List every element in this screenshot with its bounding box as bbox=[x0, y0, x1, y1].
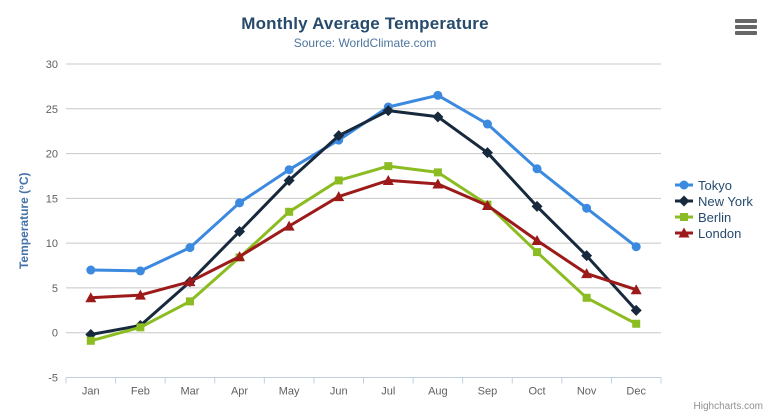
series-marker bbox=[432, 178, 444, 189]
series-marker bbox=[533, 248, 542, 257]
y-tick-label: 15 bbox=[46, 193, 58, 205]
credits-link[interactable]: Highcharts.com bbox=[693, 401, 763, 412]
y-axis-title: Temperature (°C) bbox=[17, 172, 31, 269]
series-marker bbox=[185, 297, 194, 306]
series-marker bbox=[235, 198, 245, 208]
series-marker bbox=[234, 225, 246, 237]
series-marker bbox=[283, 220, 295, 231]
series-marker bbox=[532, 164, 542, 174]
legend-label-london: London bbox=[698, 225, 742, 241]
series-marker bbox=[86, 265, 96, 275]
x-tick-label: Mar bbox=[180, 386, 199, 398]
legend-item-new-york[interactable]: New York bbox=[674, 193, 753, 209]
series-marker bbox=[185, 243, 195, 253]
series-marker bbox=[384, 162, 393, 171]
y-tick-label: 5 bbox=[52, 283, 58, 295]
square-marker-icon bbox=[675, 213, 693, 221]
triangle-marker-icon bbox=[675, 227, 693, 238]
series-marker bbox=[432, 111, 444, 123]
series-marker bbox=[582, 203, 592, 213]
x-tick-label: Nov bbox=[577, 386, 597, 398]
legend-label-berlin: Berlin bbox=[698, 209, 732, 225]
series-marker bbox=[136, 323, 145, 332]
legend: Tokyo New York Berlin London bbox=[674, 177, 753, 241]
series-marker bbox=[382, 174, 394, 185]
hamburger-bar bbox=[735, 25, 757, 29]
series-line-london bbox=[89, 178, 638, 300]
hamburger-bar bbox=[735, 31, 757, 35]
x-tick-label: Dec bbox=[626, 386, 646, 398]
hamburger-icon[interactable] bbox=[735, 19, 757, 35]
series-marker bbox=[630, 284, 642, 295]
x-tick-label: Jul bbox=[381, 386, 395, 398]
series-marker bbox=[135, 266, 145, 276]
y-tick-label: 20 bbox=[46, 149, 58, 161]
series-marker bbox=[134, 289, 146, 300]
chart-subtitle: Source: WorldClimate.com bbox=[293, 36, 437, 50]
series-line-new-york bbox=[89, 109, 638, 336]
chart-title: Monthly Average Temperature bbox=[241, 14, 489, 33]
series-marker bbox=[382, 105, 394, 117]
series-marker bbox=[333, 130, 345, 142]
x-tick-label: Oct bbox=[528, 386, 545, 398]
y-tick-label: 30 bbox=[46, 59, 58, 71]
series-marker bbox=[581, 250, 593, 262]
y-tick-label: 0 bbox=[52, 328, 58, 340]
series-marker bbox=[85, 292, 97, 303]
x-tick-label: Jan bbox=[82, 386, 100, 398]
series-line-berlin bbox=[89, 164, 638, 343]
series-marker bbox=[481, 200, 493, 211]
x-tick-label: Sep bbox=[478, 386, 498, 398]
y-tick-label: -5 bbox=[48, 373, 58, 385]
legend-item-london[interactable]: London bbox=[674, 225, 753, 241]
hamburger-bar bbox=[735, 19, 757, 23]
diamond-marker-icon bbox=[675, 195, 693, 207]
x-tick-label: Feb bbox=[131, 386, 150, 398]
x-tick-label: May bbox=[279, 386, 300, 398]
series-marker bbox=[481, 147, 493, 159]
series-marker bbox=[531, 234, 543, 245]
series-marker bbox=[581, 268, 593, 279]
series-marker bbox=[433, 90, 443, 100]
series-marker bbox=[334, 176, 343, 185]
series-marker bbox=[86, 336, 95, 345]
legend-label-tokyo: Tokyo bbox=[698, 177, 732, 193]
y-tick-label: 25 bbox=[46, 104, 58, 116]
series-marker bbox=[284, 165, 294, 175]
series-marker bbox=[482, 119, 492, 129]
series-marker bbox=[631, 242, 641, 252]
series-marker bbox=[433, 168, 442, 177]
x-tick-label: Apr bbox=[231, 386, 248, 398]
series-marker bbox=[632, 319, 641, 328]
series-marker bbox=[333, 191, 345, 202]
series-marker bbox=[582, 293, 591, 302]
series-marker bbox=[630, 304, 642, 316]
y-tick-label: 10 bbox=[46, 238, 58, 250]
series-marker bbox=[531, 200, 543, 212]
series-marker bbox=[283, 174, 295, 186]
legend-item-tokyo[interactable]: Tokyo bbox=[674, 177, 753, 193]
circle-marker-icon bbox=[675, 180, 693, 190]
legend-item-berlin[interactable]: Berlin bbox=[674, 209, 753, 225]
series-marker bbox=[285, 207, 294, 216]
legend-label-new-york: New York bbox=[698, 193, 753, 209]
series-marker bbox=[234, 251, 246, 262]
series-marker bbox=[184, 276, 196, 287]
x-tick-label: Jun bbox=[330, 386, 348, 398]
x-tick-label: Aug bbox=[428, 386, 448, 398]
